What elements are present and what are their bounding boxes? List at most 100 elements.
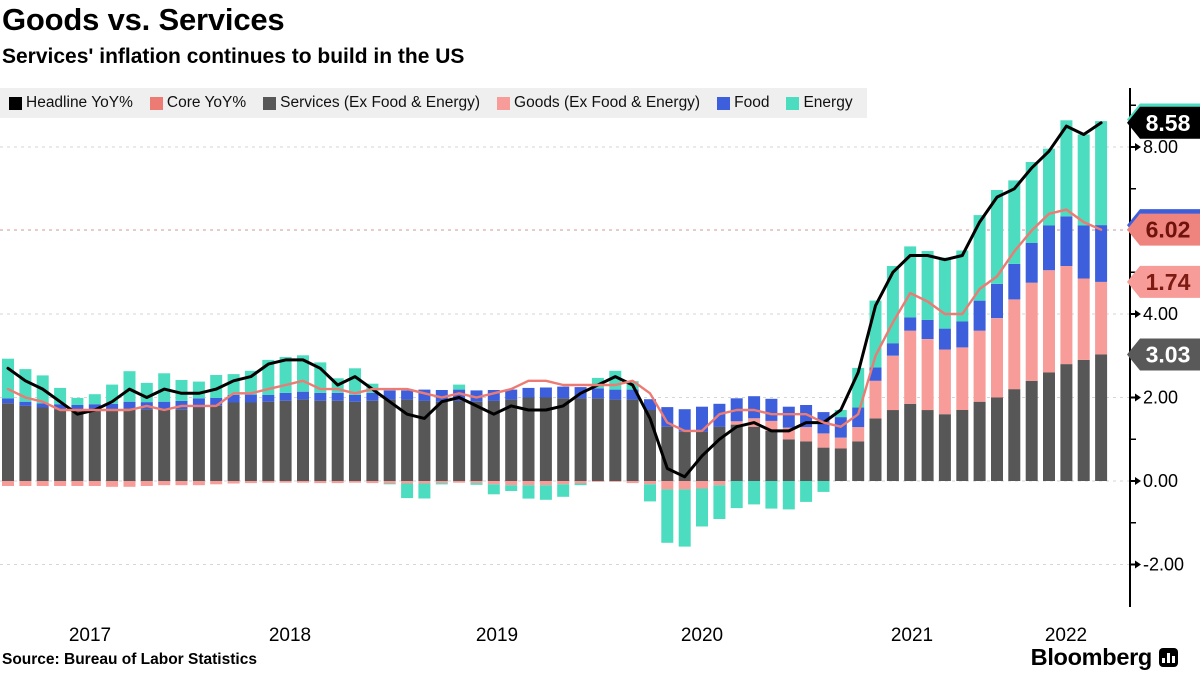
bar-segment [418,483,431,499]
bar-segment [557,398,570,481]
bar-segment [106,481,119,487]
tick-arrow-icon [1135,477,1141,485]
bar-segment [1043,372,1055,481]
x-tick-label: 2017 [69,625,111,645]
legend-swatch-icon [9,96,22,110]
bar-segment [487,390,500,401]
bar-segment [227,395,240,403]
bar-segment [1008,180,1021,264]
bar-segment [1060,364,1073,481]
bar-segment [331,481,344,484]
bar-segment [557,481,570,485]
bar-segment [349,481,361,483]
bar-segment [1077,359,1090,481]
bar-segment [921,339,934,411]
bar-segment [19,405,32,481]
bar-segment [522,485,535,499]
bar-segment [88,481,101,486]
bar-segment [2,481,14,486]
x-tick-label: 2021 [891,625,933,645]
bar-segment [192,381,205,399]
legend-item-2: Services (Ex Food & Energy) [263,94,480,112]
bar-segment [71,481,84,486]
bar-segment [522,481,535,486]
legend-label: Goods (Ex Food & Energy) [514,94,701,111]
bar-segment [1025,380,1038,481]
bar-segment [956,410,969,481]
bar-segment [435,401,448,481]
bar-segment [991,283,1003,319]
bar-segment [626,481,639,484]
bar-segment [661,407,674,427]
legend-label: Core YoY% [166,94,247,111]
bar-segment [505,481,518,486]
bar-segment [938,414,951,481]
bar-segment [991,190,1003,284]
bar-segment [661,426,674,481]
bar-segment [349,368,361,395]
bar-segment [54,409,67,481]
chart-plot: 8.006.004.002.000.00-2.00201720182019202… [0,88,1200,645]
end-label-badge [1127,213,1200,246]
bar-segment [765,398,778,421]
legend-label: Food [734,94,770,111]
bar-segment [591,388,604,399]
bar-segment [1077,278,1090,360]
bar-segment [782,481,795,510]
bar-segment [973,330,986,402]
bar-segment [435,481,448,484]
bar-segment [782,439,795,482]
bar-segment [904,403,917,481]
end-label-value: 6.02 [1146,217,1191,243]
bar-segment [453,389,466,401]
bar-segment [591,481,604,482]
bar-segment [487,400,500,481]
y-tick-label: 0.00 [1143,471,1178,491]
bar-segment [210,481,223,485]
bar-segment [470,390,483,402]
bar-segment [765,481,778,509]
bar-segment [244,481,257,484]
bar-segment [869,380,882,419]
bar-segment [1095,225,1108,282]
series-line [6,121,1103,479]
bar-segment [748,426,761,481]
bar-segment [904,330,917,404]
bar-segment [158,401,171,410]
bar-segment [192,481,205,486]
bar-segment [938,328,951,350]
bar-segment [88,410,101,481]
tick-arrow-icon [1135,310,1141,318]
x-tick-label: 2018 [269,625,311,645]
bar-segment [349,395,361,402]
bar-segment [401,399,414,481]
bar-segment [88,404,101,410]
bar-segment [886,266,899,344]
bar-segment [765,430,778,481]
bar-segment [505,399,518,481]
bar-segment [869,418,882,481]
legend-label: Services (Ex Food & Energy) [280,94,481,111]
bar-segment [71,405,84,410]
bar-segment [921,410,934,481]
bar-segment [314,392,327,401]
bar-segment [817,433,830,448]
chart-subtitle: Services' inflation continues to build i… [2,45,465,68]
bar-segment [36,403,49,408]
bar-segment [123,401,136,409]
bar-segment [19,401,32,406]
bar-segment [1043,270,1055,373]
end-label-value: 8.58 [1146,110,1191,136]
bar-segment [158,409,171,481]
bar-segment [539,387,552,398]
bar-segment [505,389,518,400]
bar-segment [644,484,656,502]
bar-segment [574,398,587,481]
bar-segment [696,488,708,527]
bloomberg-terminal-icon [1159,648,1178,667]
legend-swatch-icon [149,96,163,110]
bar-segment [262,359,275,395]
bar-segment [609,389,622,400]
bar-segment [435,390,448,402]
bar-segment [366,392,379,401]
